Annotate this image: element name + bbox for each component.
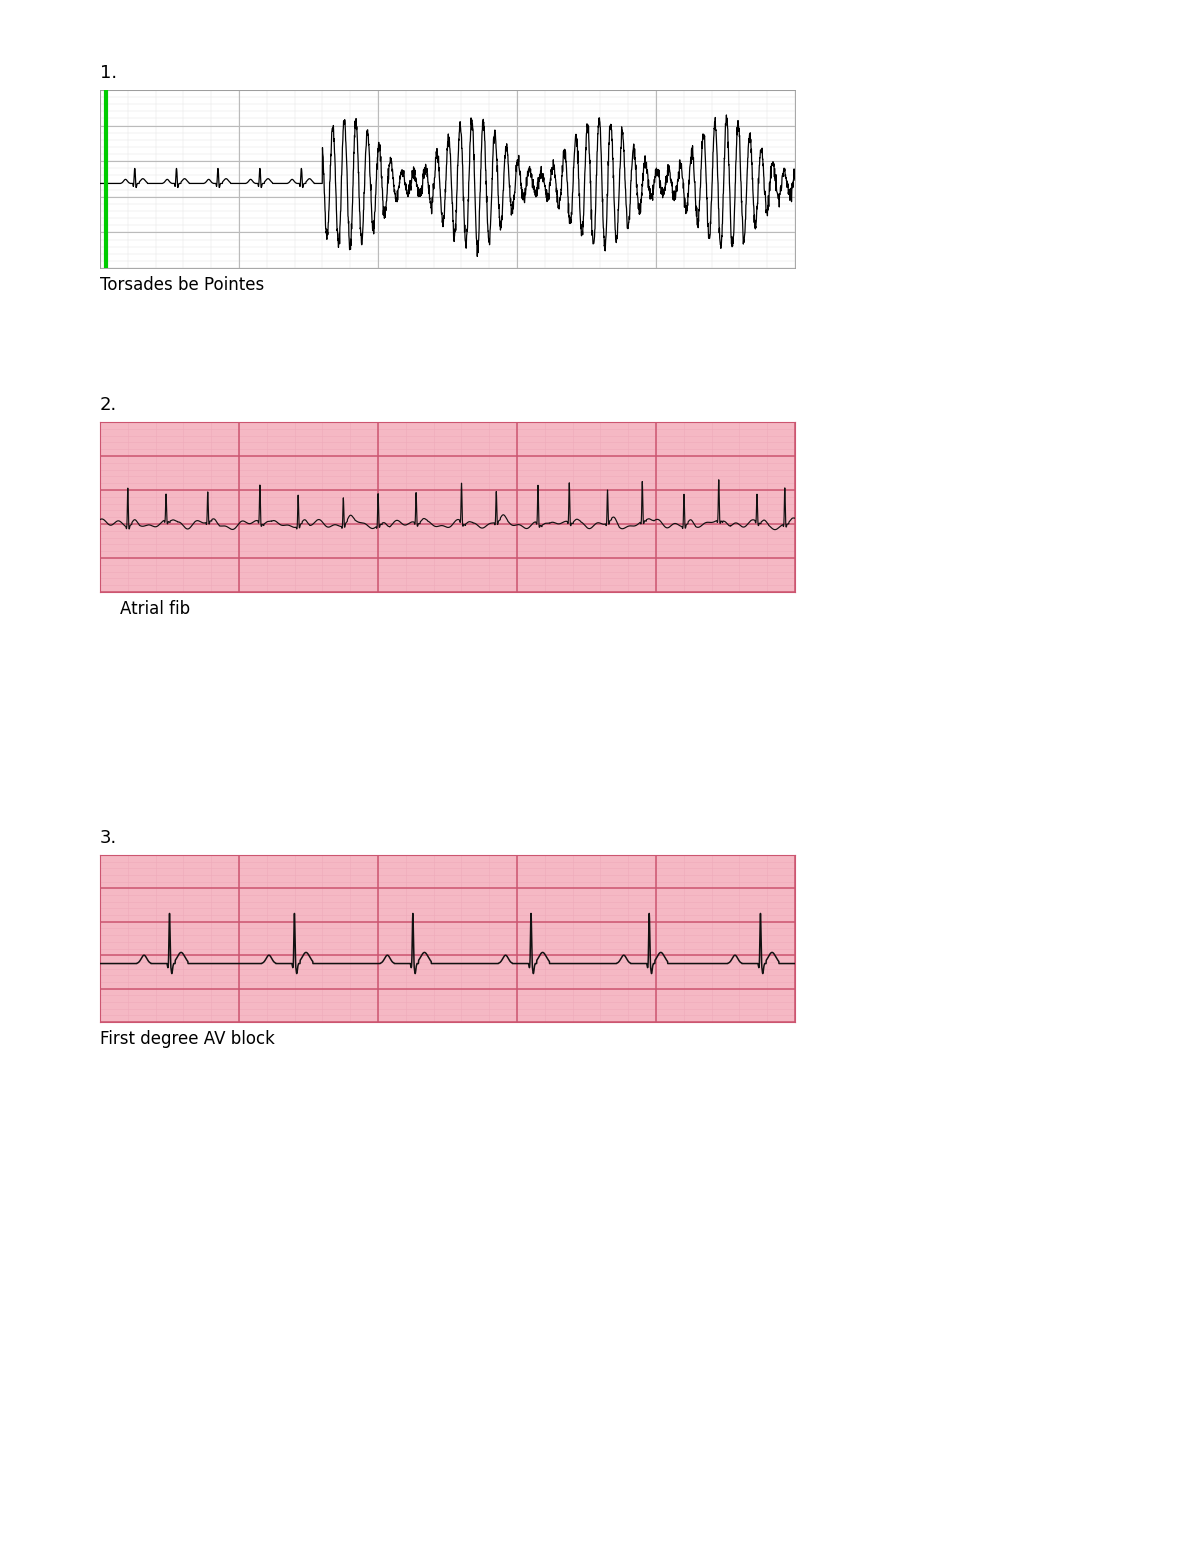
- Text: Torsades be Pointes: Torsades be Pointes: [100, 276, 264, 294]
- Text: First degree AV block: First degree AV block: [100, 1030, 275, 1048]
- Text: Atrial fib: Atrial fib: [120, 599, 190, 618]
- Text: 1.: 1.: [100, 64, 118, 82]
- Text: 3.: 3.: [100, 829, 118, 848]
- Text: 2.: 2.: [100, 396, 118, 415]
